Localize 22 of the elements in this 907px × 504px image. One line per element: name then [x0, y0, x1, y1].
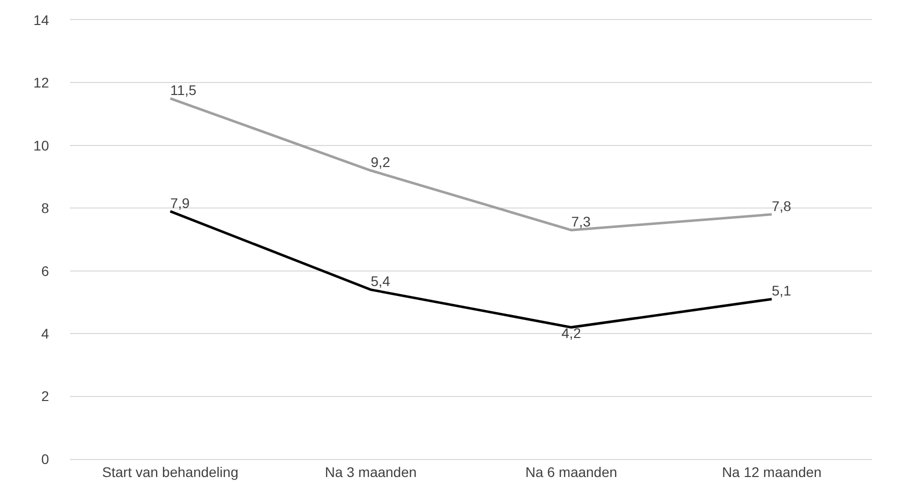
line-series	[169, 210, 773, 329]
x-tick-label: Na 6 maanden	[525, 464, 618, 480]
data-label: 7,9	[170, 194, 190, 211]
data-label: 5,1	[772, 282, 792, 299]
y-tick-label: 10	[33, 137, 50, 154]
y-tick-label: 2	[41, 388, 50, 404]
y-tick-label: 4	[41, 325, 50, 342]
x-tick-label: Na 12 maanden	[722, 464, 822, 480]
data-label: 7,3	[571, 214, 591, 230]
y-tick-label: 6	[41, 262, 50, 279]
y-tick-label: 14	[33, 12, 50, 28]
line-series	[169, 97, 773, 232]
data-label: 5,4	[370, 273, 390, 290]
data-label: 4,2	[562, 324, 582, 341]
data-label: 9,2	[370, 154, 390, 170]
y-tick-label: 12	[33, 74, 50, 91]
x-tick-label: Na 3 maanden	[324, 464, 417, 480]
data-label: 7,8	[772, 198, 792, 214]
y-tick-label: 8	[41, 200, 50, 216]
x-tick-label: Start van behandeling	[102, 464, 238, 480]
data-label: 11,5	[170, 82, 197, 98]
y-tick-label: 0	[41, 450, 50, 467]
